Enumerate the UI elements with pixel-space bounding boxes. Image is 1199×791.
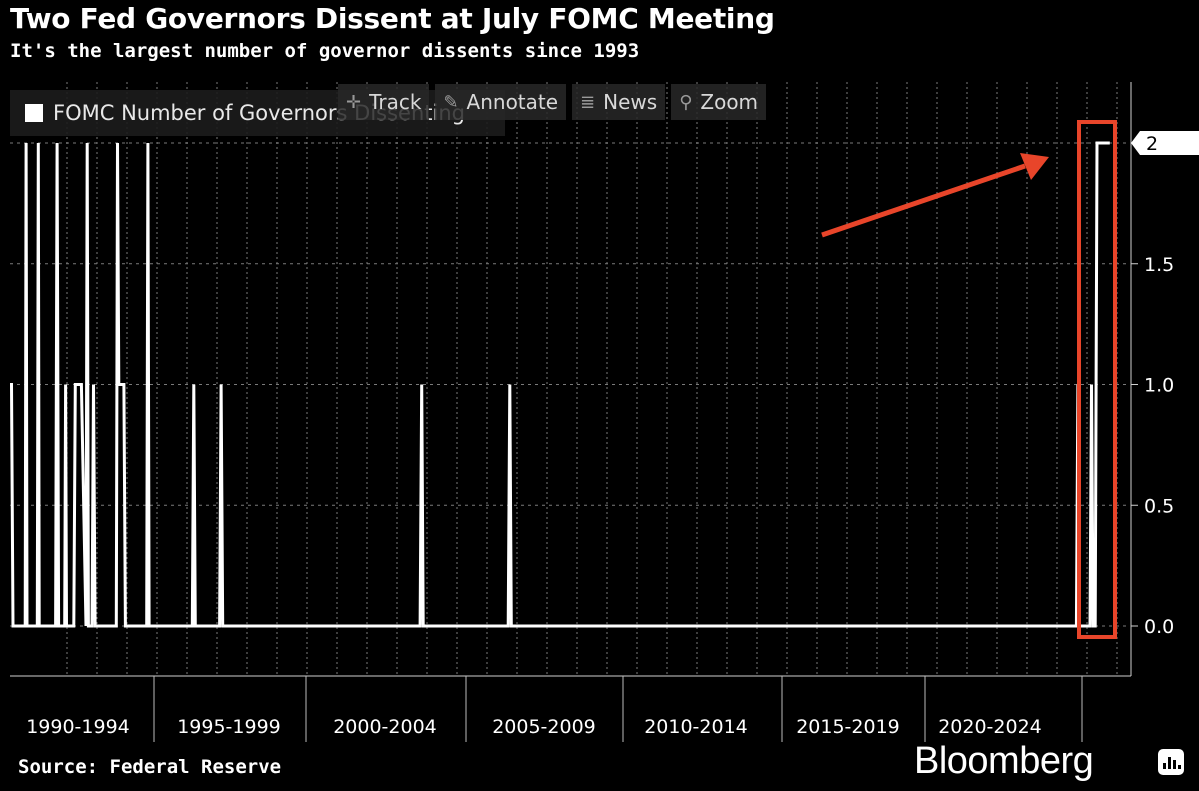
news-label: News	[603, 90, 658, 114]
x-tick-label: 2010-2014	[644, 716, 748, 738]
x-tick-label: 2015-2019	[796, 716, 900, 738]
x-tick-label: 2000-2004	[333, 716, 437, 738]
annotate-label: Annotate	[466, 90, 559, 114]
annotation-arrow-head	[1020, 153, 1049, 180]
track-label: Track	[369, 90, 422, 114]
zoom-button[interactable]: ⚲ Zoom	[671, 84, 767, 120]
pencil-icon: ✎	[443, 91, 459, 113]
chart-annotations	[821, 120, 1117, 639]
zoom-label: Zoom	[700, 90, 759, 114]
annotation-arrow-shaft	[821, 163, 1026, 238]
y-tick-label: 0.0	[1144, 616, 1174, 638]
series-line	[10, 141, 1110, 628]
x-tick-label: 1995-1999	[177, 716, 281, 738]
crosshair-icon: ✛	[346, 91, 362, 113]
last-value-label: 2	[1146, 133, 1158, 155]
chart-axes: 0.0 0.5 1.0 1.5 2 1990-1994 1995-1999 2000-2004…	[10, 82, 1199, 742]
chart-grid	[10, 82, 1128, 676]
chart-title: Two Fed Governors Dissent at July FOMC M…	[10, 2, 775, 35]
y-tick-label: 1.5	[1144, 254, 1174, 276]
news-icon: ≣	[580, 91, 596, 113]
news-button[interactable]: ≣ News	[572, 84, 666, 120]
track-button[interactable]: ✛ Track	[338, 84, 430, 120]
source-note: Source: Federal Reserve	[18, 756, 282, 778]
chart-series	[10, 141, 1110, 628]
annotate-button[interactable]: ✎ Annotate	[435, 84, 567, 120]
magnifier-icon: ⚲	[679, 91, 693, 113]
chart-toolbar: ✛ Track ✎ Annotate ≣ News ⚲ Zoom	[338, 84, 772, 120]
bloomberg-terminal-icon	[1158, 749, 1184, 775]
highlight-box	[1077, 120, 1117, 639]
x-tick-label: 1990-1994	[26, 716, 130, 738]
legend-swatch	[25, 104, 43, 122]
chart-subtitle: It's the largest number of governor diss…	[10, 40, 640, 62]
y-tick-label: 0.5	[1144, 495, 1174, 517]
y-tick-label: 1.0	[1144, 375, 1174, 397]
bloomberg-logo: Bloomberg	[914, 740, 1094, 782]
x-tick-label: 2020-2024	[938, 716, 1042, 738]
last-value-flag	[1131, 131, 1199, 155]
x-tick-label: 2005-2009	[492, 716, 596, 738]
